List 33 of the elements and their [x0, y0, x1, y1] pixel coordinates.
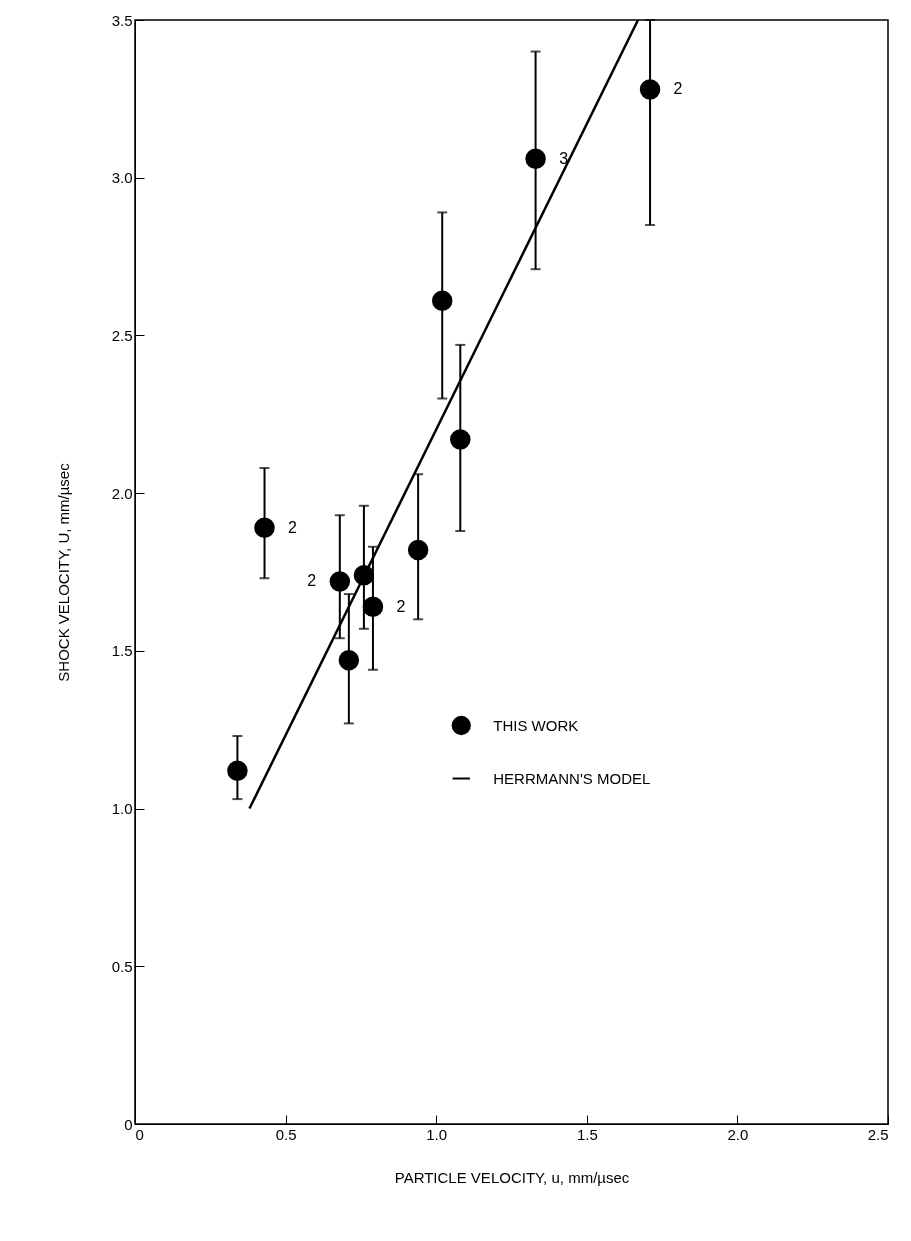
y-axis-title: SHOCK VELOCITY, U, mm/µsec [54, 462, 72, 682]
point [407, 539, 429, 561]
x-tick-label: 2.5 [867, 1125, 889, 1143]
x-axis-title: PARTICLE VELOCITY, u, mm/µsec [394, 1168, 630, 1186]
y-tick-label: 1.0 [111, 800, 133, 818]
legend-label: HERRMANN'S MODEL [493, 769, 651, 787]
point [353, 564, 375, 586]
x-tick-label: 0.5 [275, 1125, 297, 1143]
y-tick-label: 0.5 [111, 957, 133, 975]
y-tick-label: 2.5 [111, 326, 133, 344]
annotation: 2 [307, 572, 317, 590]
point [227, 760, 248, 781]
x-tick-label: 2.0 [727, 1125, 749, 1143]
point [329, 571, 351, 592]
y-tick-label: 2.0 [111, 484, 133, 502]
y-tick-label: 3.0 [111, 169, 133, 187]
x-tick-label: 0 [135, 1125, 144, 1143]
annotation: 2 [288, 518, 298, 536]
legend-label: THIS WORK [493, 716, 579, 734]
point [338, 650, 360, 671]
y-tick-label: 3.5 [111, 11, 133, 29]
annotation: 3 [559, 149, 569, 167]
point [639, 79, 661, 100]
point [362, 596, 384, 617]
y-tick-label: 1.5 [111, 642, 133, 660]
point [525, 148, 546, 170]
annotation: 2 [673, 80, 683, 98]
point [431, 290, 453, 311]
point [450, 429, 471, 450]
x-tick-label: 1.0 [426, 1125, 448, 1143]
annotation: 2 [396, 597, 406, 615]
x-tick-label: 1.5 [576, 1125, 598, 1143]
point [254, 517, 275, 539]
